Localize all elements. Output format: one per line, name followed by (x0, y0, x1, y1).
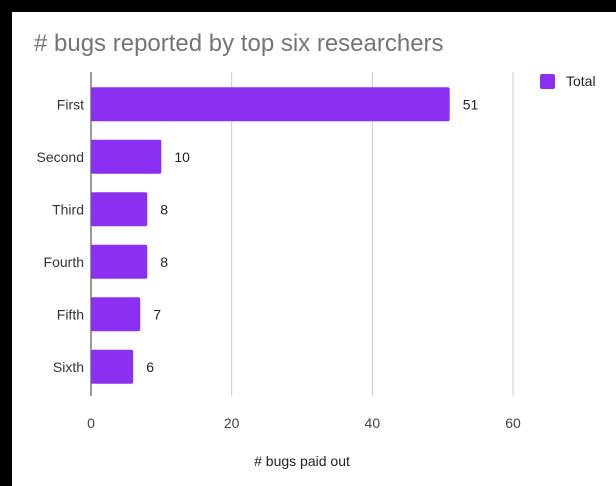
data-label: 51 (463, 96, 479, 112)
data-label: 6 (146, 359, 154, 375)
chart-title: # bugs reported by top six researchers (34, 30, 444, 57)
data-label: 8 (160, 254, 168, 270)
bar (91, 244, 148, 279)
x-tick-label: 60 (505, 415, 521, 431)
bar (91, 139, 162, 174)
data-label: 10 (174, 149, 190, 165)
category-label: Fourth (44, 254, 84, 270)
bar (91, 297, 141, 332)
category-label: First (57, 96, 84, 112)
category-label: Second (37, 149, 84, 165)
x-tick-label: 20 (224, 415, 240, 431)
data-label: 8 (160, 201, 168, 217)
x-tick-label: 40 (365, 415, 381, 431)
bar (91, 192, 148, 227)
category-label: Sixth (53, 359, 84, 375)
legend-swatch (540, 74, 555, 89)
category-label: Fifth (57, 306, 84, 322)
x-tick-label: 0 (87, 415, 95, 431)
x-axis-title: # bugs paid out (254, 453, 350, 469)
legend-label: Total (566, 73, 596, 89)
bar (91, 349, 134, 384)
bar (91, 87, 450, 122)
category-label: Third (52, 201, 84, 217)
data-label: 7 (153, 306, 161, 322)
